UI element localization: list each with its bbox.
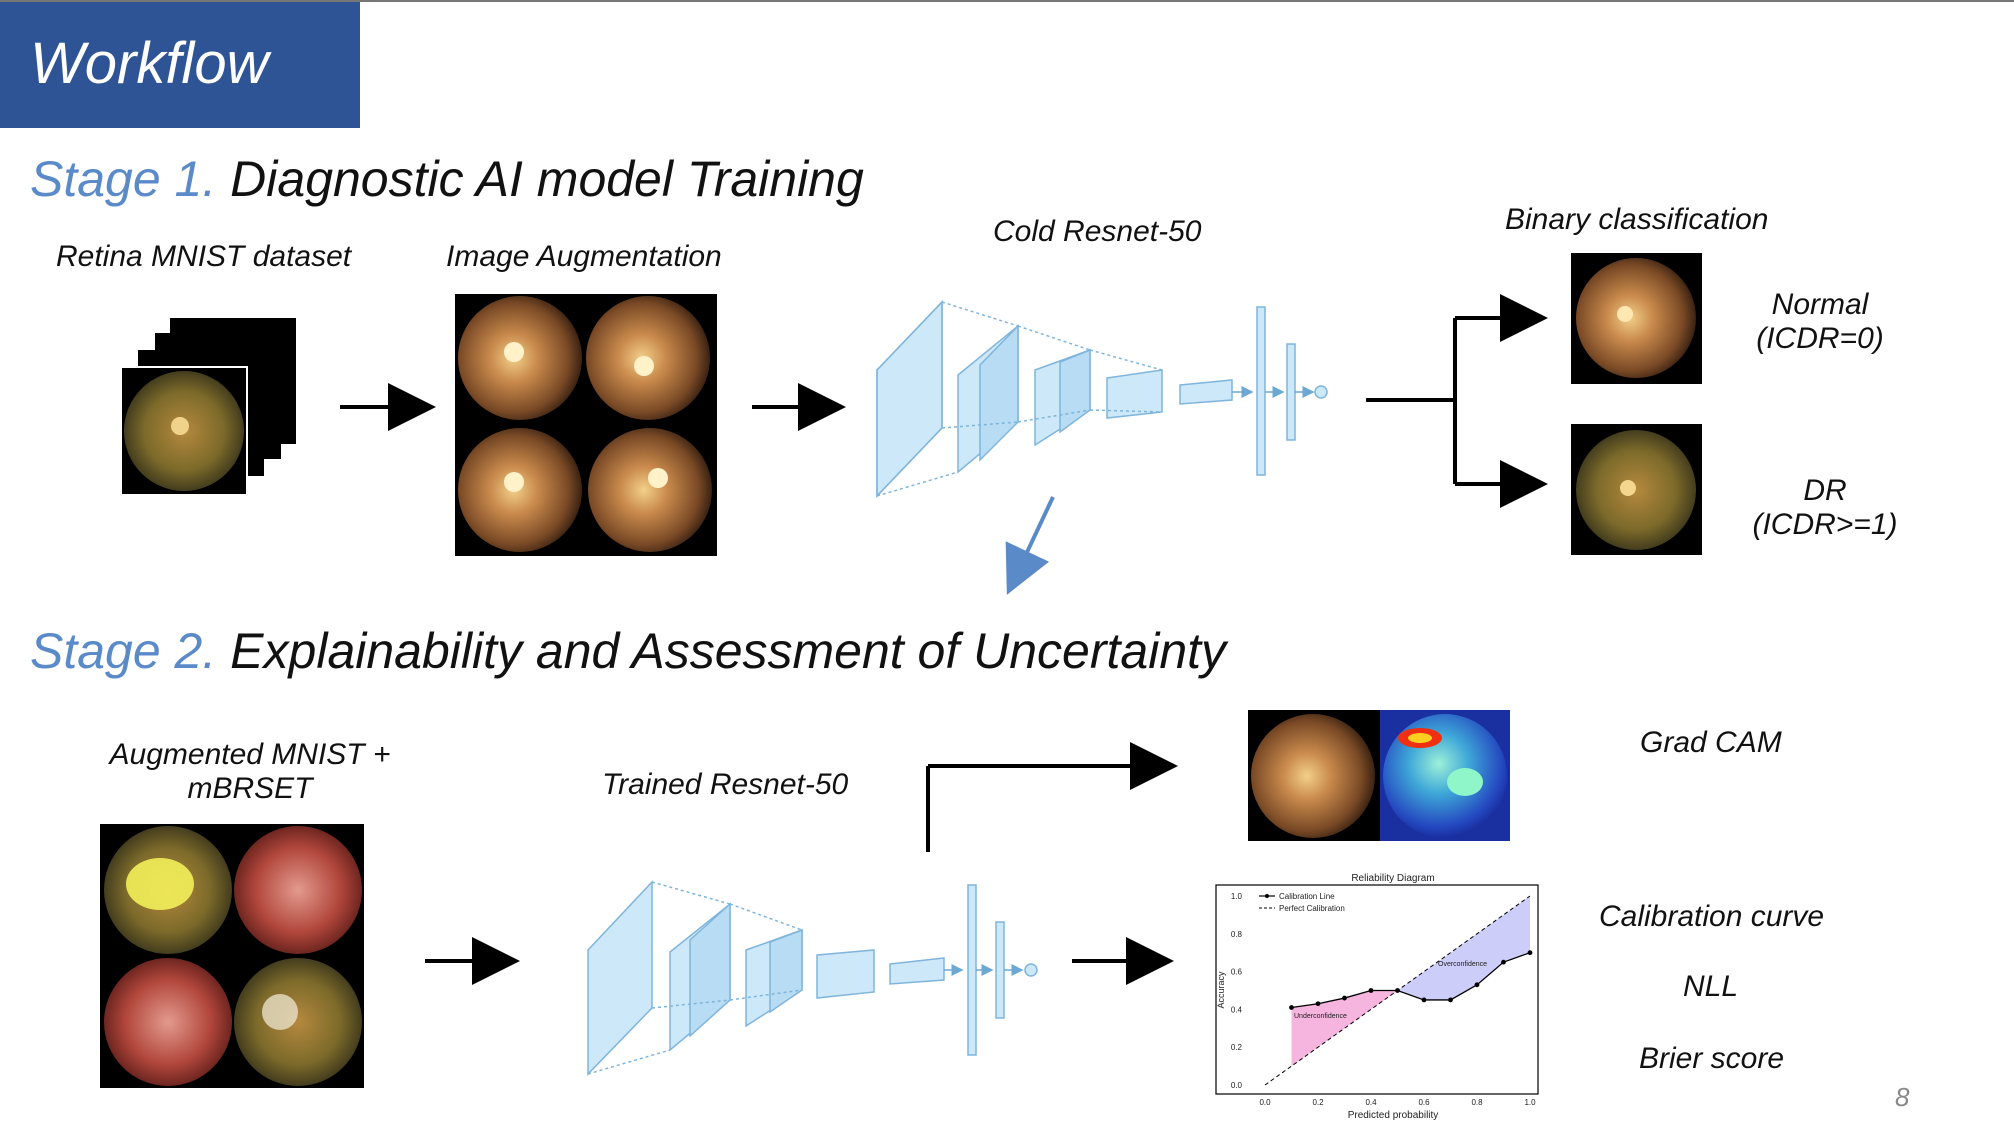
calibration-point xyxy=(1501,959,1506,965)
dataset-label: Retina MNIST dataset xyxy=(56,240,352,273)
dr-label: DR (ICDR>=1) xyxy=(1740,474,1910,542)
augmentation-grid xyxy=(455,294,717,556)
page-number: 8 xyxy=(1895,1082,1910,1112)
cold-resnet-diagram xyxy=(876,300,1328,498)
stage2-dataset-line2: mBRSET xyxy=(187,772,313,805)
legend-calibration-line: Calibration Line xyxy=(1279,892,1335,901)
stage1-heading: Diagnostic AI model Training xyxy=(230,151,864,207)
y-tick-label: 0.0 xyxy=(1231,1081,1243,1090)
cold-model-label: Cold Resnet-50 xyxy=(993,215,1202,248)
x-tick-label: 0.4 xyxy=(1365,1098,1377,1107)
y-tick-label: 0.2 xyxy=(1231,1043,1243,1052)
stage2-heading: Explainability and Assessment of Uncerta… xyxy=(230,623,1227,679)
calibration-gap-region xyxy=(1424,952,1451,1000)
stage2-prefix: Stage 2. xyxy=(30,623,217,679)
dr-label-line2: (ICDR>=1) xyxy=(1752,508,1898,541)
x-tick-label: 0.8 xyxy=(1471,1098,1483,1107)
branch-arrows xyxy=(1366,294,1548,508)
augmentation-label: Image Augmentation xyxy=(446,240,722,273)
x-tick-label: 0.6 xyxy=(1418,1098,1430,1107)
gradcam-label: Grad CAM xyxy=(1640,726,1782,759)
stage2-image-grid xyxy=(100,824,364,1088)
page-title: Workflow xyxy=(30,31,269,96)
normal-label-line1: Normal xyxy=(1771,288,1869,321)
x-tick-label: 0.2 xyxy=(1312,1098,1324,1107)
retina-image-stack xyxy=(120,318,296,496)
stage1-title: Stage 1. Diagnostic AI model Training xyxy=(30,150,864,208)
header-banner xyxy=(0,2,360,128)
arrow-model-to-gradcam xyxy=(926,742,1178,852)
calibration-gap-region xyxy=(1344,990,1371,1029)
stage-transition-arrow xyxy=(1005,496,1055,595)
legend-perfect-calibration: Perfect Calibration xyxy=(1279,904,1345,913)
reliability-title: Reliability Diagram xyxy=(1351,873,1434,884)
calibration-point xyxy=(1395,988,1400,993)
reliability-legend: Calibration Line Perfect Calibration xyxy=(1259,892,1345,913)
calibration-point xyxy=(1342,995,1347,1001)
x-tick-label: 1.0 xyxy=(1524,1098,1536,1107)
x-tick-label: 0.0 xyxy=(1259,1098,1271,1107)
stage2-dataset-label: Augmented MNIST + mBRSET xyxy=(100,738,400,806)
nll-label: NLL xyxy=(1683,970,1739,1003)
y-tick-label: 0.4 xyxy=(1231,1005,1243,1014)
stage2-title: Stage 2. Explainability and Assessment o… xyxy=(30,622,1226,680)
normal-fundus-image xyxy=(1571,253,1702,384)
brier-label: Brier score xyxy=(1639,1042,1785,1075)
calibration-point xyxy=(1448,997,1453,1003)
calibration-gap-region xyxy=(1318,998,1345,1048)
calibration-point xyxy=(1421,997,1427,1003)
normal-label: Normal (ICDR=0) xyxy=(1740,288,1900,356)
trained-model-label: Trained Resnet-50 xyxy=(602,768,849,801)
stage2-dataset-line1: Augmented MNIST + xyxy=(109,738,391,771)
trained-resnet-diagram xyxy=(587,880,1038,1076)
dr-label-line1: DR xyxy=(1803,474,1847,507)
calibration-gap-region xyxy=(1503,896,1530,963)
stage1-prefix: Stage 1. xyxy=(30,151,217,207)
calibration-line xyxy=(1291,952,1531,1009)
classification-label: Binary classification xyxy=(1505,203,1769,236)
calibration-point xyxy=(1527,950,1533,956)
calibration-point xyxy=(1474,982,1480,988)
reliability-ylabel: Accuracy xyxy=(1216,971,1226,1009)
reliability-xlabel: Predicted probability xyxy=(1348,1110,1439,1121)
y-tick-label: 1.0 xyxy=(1231,892,1243,901)
calibration-point xyxy=(1368,988,1374,993)
y-tick-label: 0.6 xyxy=(1231,968,1243,977)
calibration-point xyxy=(1289,1005,1294,1010)
dr-fundus-image xyxy=(1571,424,1702,555)
reliability-plot-frame xyxy=(1215,884,1539,1095)
calibration-gap-region xyxy=(1291,1003,1318,1067)
normal-label-line2: (ICDR=0) xyxy=(1756,322,1884,355)
y-tick-label: 0.8 xyxy=(1231,930,1243,939)
underconfidence-annotation: Underconfidence xyxy=(1294,1013,1347,1020)
calibration-point xyxy=(1315,1001,1321,1007)
top-rule xyxy=(0,0,2014,2)
calibration-gap-region xyxy=(1450,933,1477,1000)
gradcam-images xyxy=(1248,710,1510,841)
overconfidence-annotation: Overconfidence xyxy=(1438,961,1487,968)
calibration-label: Calibration curve xyxy=(1599,900,1825,933)
